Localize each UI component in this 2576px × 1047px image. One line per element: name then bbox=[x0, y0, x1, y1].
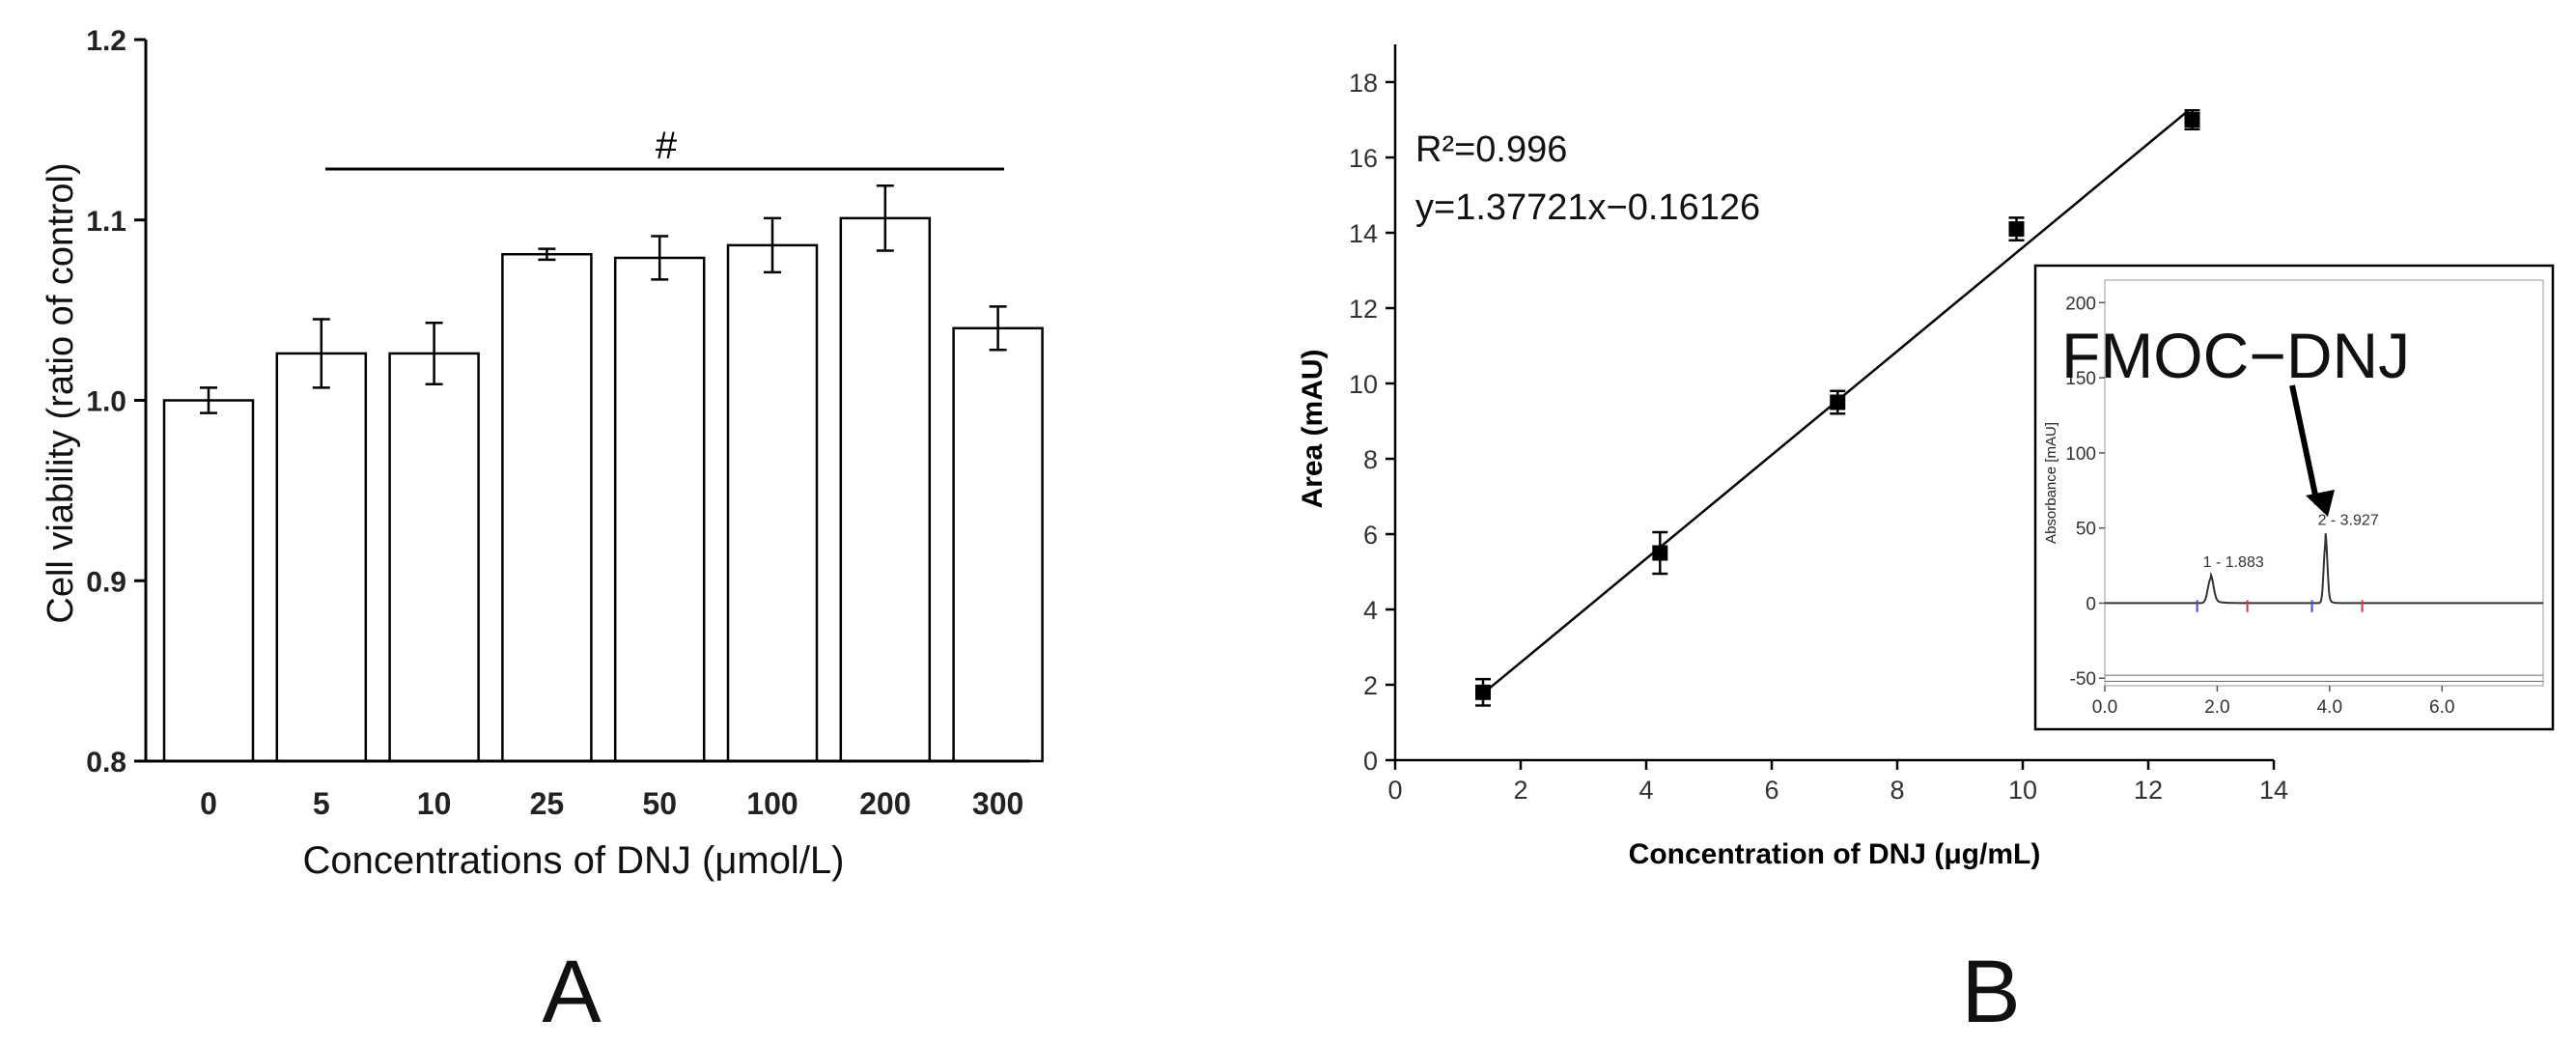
x-tick-label: 100 bbox=[746, 786, 798, 821]
y-tick-label: 6 bbox=[1363, 521, 1378, 550]
y-tick-label: 16 bbox=[1349, 144, 1378, 173]
x-tick-label: 200 bbox=[859, 786, 910, 821]
x-tick-label: 14 bbox=[2259, 776, 2288, 805]
x-tick-label: 25 bbox=[530, 786, 565, 821]
panel-b-ylabel: Area (mAU) bbox=[1297, 349, 1329, 508]
inset-callout-arrowhead bbox=[2306, 490, 2335, 517]
bar bbox=[501, 252, 593, 763]
x-tick-label: 300 bbox=[972, 786, 1023, 821]
inset-callout-arrow bbox=[2289, 384, 2320, 505]
bar bbox=[839, 216, 932, 763]
inset-x-tick-label: 0.0 bbox=[2092, 697, 2117, 718]
x-tick-label: 10 bbox=[417, 786, 452, 821]
bar bbox=[162, 399, 255, 763]
data-point bbox=[1830, 394, 1846, 410]
data-point bbox=[2008, 221, 2025, 238]
inset-y-ticks: -50 0 50 100 150 200 bbox=[2065, 294, 2105, 690]
panel-b: Area (mAU) 0 2 4 6 8 10 12 14 16 18 0 2 4 6 8 10 12 14 R… bbox=[1297, 44, 2555, 1041]
inset-callout-label: FMOC−DNJ bbox=[2061, 320, 2410, 391]
inset-peaks: 1 - 1.883 2 - 3.927 bbox=[2196, 512, 2379, 612]
panel-b-x-ticks: 0 2 4 6 8 10 12 14 bbox=[1387, 760, 2288, 805]
panel-a-x-ticks: 0 5 10 25 50 100 200 300 bbox=[200, 786, 1023, 821]
x-tick-label: 5 bbox=[313, 786, 330, 821]
y-tick-label: 2 bbox=[1363, 671, 1378, 700]
inset-x-tick-label: 2.0 bbox=[2204, 697, 2229, 718]
x-tick-label: 6 bbox=[1764, 776, 1778, 805]
inset-x-tick-label: 6.0 bbox=[2429, 697, 2454, 718]
panel-b-xlabel: Concentration of DNJ (μg/mL) bbox=[1629, 838, 2041, 870]
y-tick-label: 14 bbox=[1349, 219, 1378, 248]
x-tick-label: 12 bbox=[2134, 776, 2163, 805]
y-tick-label: 18 bbox=[1349, 69, 1378, 98]
y-tick-label: 10 bbox=[1349, 370, 1378, 399]
inset-chromatogram-trace bbox=[2105, 533, 2543, 605]
panel-a-y-ticks: 0.8 0.9 1.0 1.1 1.2 bbox=[86, 25, 146, 778]
bar bbox=[613, 256, 706, 763]
inset-y-tick-label: 0 bbox=[2086, 594, 2096, 614]
bar bbox=[388, 352, 480, 763]
panel-b-r-squared: R²=0.996 bbox=[1415, 129, 1567, 170]
y-tick-label: 0 bbox=[1363, 747, 1378, 776]
inset-y-tick-label: -50 bbox=[2070, 669, 2096, 690]
data-point bbox=[1652, 545, 1668, 561]
x-tick-label: 2 bbox=[1513, 776, 1527, 805]
y-tick-label: 1.1 bbox=[86, 206, 126, 238]
data-point bbox=[2184, 112, 2200, 127]
panel-b-inset: Absorbance [mAU] -50 0 50 100 150 200 0.0 2.0 4… bbox=[2033, 264, 2555, 731]
panel-a-error-bars bbox=[200, 184, 1007, 414]
panel-b-fit-equation: y=1.37721x−0.16126 bbox=[1415, 187, 1760, 228]
panel-b-label: B bbox=[1961, 943, 2020, 1041]
data-point bbox=[1475, 684, 1491, 700]
panel-b-data-points bbox=[1475, 109, 2200, 707]
bar bbox=[275, 352, 368, 763]
panel-a-label: A bbox=[542, 943, 602, 1041]
inset-y-tick-label: 50 bbox=[2076, 520, 2096, 540]
x-tick-label: 4 bbox=[1638, 776, 1653, 805]
panel-a-xlabel: Concentrations of DNJ (μmol/L) bbox=[302, 839, 844, 882]
panel-a: Cell viability (ratio of control) 0.8 0.9… bbox=[41, 25, 1044, 1041]
panel-a-bars bbox=[162, 216, 1044, 763]
y-tick-label: 4 bbox=[1363, 596, 1378, 625]
panel-a-significance-mark: # bbox=[656, 125, 678, 167]
inset-peak-label: 2 - 3.927 bbox=[2318, 512, 2379, 528]
panel-a-ylabel: Cell viability (ratio of control) bbox=[41, 162, 81, 623]
inset-x-ticks: 0.0 2.0 4.0 6.0 bbox=[2092, 674, 2543, 718]
inset-x-tick-label: 4.0 bbox=[2317, 697, 2342, 718]
y-tick-label: 12 bbox=[1349, 295, 1378, 324]
inset-plot-area bbox=[2104, 279, 2544, 687]
inset-ylabel: Absorbance [mAU] bbox=[2043, 422, 2059, 544]
y-tick-label: 0.9 bbox=[86, 566, 126, 598]
inset-y-tick-label: 200 bbox=[2065, 294, 2096, 314]
x-tick-label: 8 bbox=[1890, 776, 1904, 805]
y-tick-label: 8 bbox=[1363, 445, 1378, 474]
y-tick-label: 1.0 bbox=[86, 386, 126, 418]
y-tick-label: 0.8 bbox=[86, 747, 126, 778]
x-tick-label: 10 bbox=[2008, 776, 2037, 805]
bar bbox=[726, 243, 819, 763]
x-tick-label: 50 bbox=[642, 786, 677, 821]
inset-y-tick-label: 100 bbox=[2065, 444, 2096, 465]
x-tick-label: 0 bbox=[200, 786, 217, 821]
panel-b-y-ticks: 0 2 4 6 8 10 12 14 16 18 bbox=[1349, 69, 1395, 776]
bar bbox=[952, 326, 1044, 763]
x-tick-label: 0 bbox=[1387, 776, 1402, 805]
inset-y-tick-label: 150 bbox=[2065, 369, 2096, 389]
inset-peak-label: 1 - 1.883 bbox=[2203, 554, 2264, 571]
y-tick-label: 1.2 bbox=[86, 25, 126, 57]
